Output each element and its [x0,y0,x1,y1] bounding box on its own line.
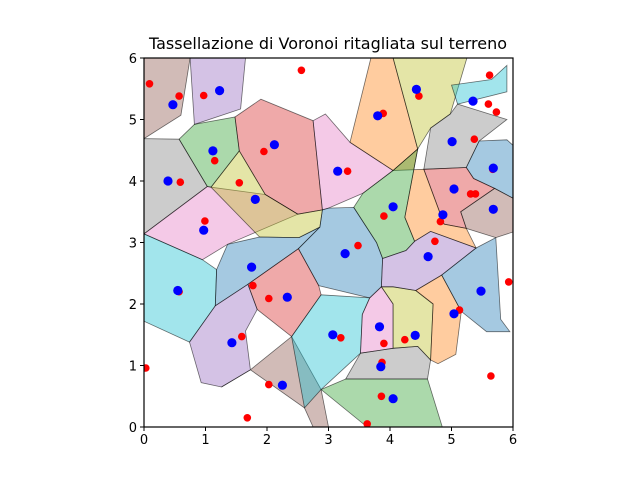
y-axis: 0 1 2 3 4 5 6 [129,52,144,436]
generator-point-9 [247,262,257,272]
generator-point-24 [468,96,478,106]
generator-point-1 [168,100,178,110]
y-tick-label: 4 [129,175,137,190]
generator-point-3 [208,146,218,156]
voronoi-regions [144,58,513,427]
x-axis: 0 1 2 3 4 5 6 [140,427,517,448]
generator-point-10 [282,292,292,302]
scatter-points [144,66,513,427]
terrain-point-6 [260,147,268,156]
generator-point-6 [250,194,260,204]
terrain-point-12 [265,294,273,303]
terrain-point-38 [363,420,371,427]
voronoi-region-1 [144,58,191,140]
generator-point-14 [340,249,350,259]
voronoi-region-31 [441,236,511,333]
y-tick-label: 1 [129,360,137,375]
terrain-point-11 [249,281,257,290]
generator-point-5 [163,176,173,186]
terrain-point-37 [243,414,252,422]
terrain-point-7 [176,178,185,186]
generator-point-18 [388,202,398,212]
generator-point-26 [449,184,459,194]
generator-point-2 [215,86,225,96]
terrain-point-32 [504,278,513,286]
x-tick-label: 2 [263,433,271,448]
y-tick-label: 6 [129,52,137,67]
generator-point-20 [410,330,420,340]
y-tick-label: 5 [129,114,137,129]
terrain-point-34 [265,380,273,389]
terrain-point-1 [145,80,154,88]
terrain-point-36 [487,372,495,380]
generator-point-17 [328,330,338,340]
terrain-point-18 [337,334,345,342]
terrain-point-14 [354,241,362,250]
x-tick-label: 3 [324,433,332,448]
terrain-point-19 [431,237,439,246]
generator-point-16 [411,84,421,94]
generator-point-4 [269,140,279,150]
x-tick-label: 1 [201,433,209,448]
generator-point-28 [423,252,433,262]
generator-point-29 [488,204,498,214]
terrain-point-39 [144,364,150,372]
terrain-point-4 [297,66,306,75]
generator-point-22 [388,394,398,404]
generator-point-19 [374,322,385,332]
terrain-point-24 [484,100,493,108]
terrain-point-35 [377,392,386,401]
y-tick-label: 2 [129,298,137,313]
generator-point-25 [488,163,498,173]
generator-point-11 [227,338,237,348]
terrain-point-25 [485,71,494,79]
chart-title: Tassellazione di Voronoi ritagliata sul … [148,34,507,53]
voronoi-region-28 [320,378,443,427]
x-tick-label: 4 [386,433,394,448]
generator-point-23 [447,137,457,147]
terrain-point-33 [238,332,246,341]
x-tick-label: 5 [447,433,455,448]
terrain-point-29 [380,339,388,348]
terrain-point-5 [210,156,219,165]
generator-point-21 [376,362,386,372]
generator-point-7 [199,225,209,235]
generator-point-27 [438,210,448,220]
terrain-point-20 [436,217,445,226]
terrain-point-2 [175,92,183,100]
generator-point-31 [449,309,459,319]
terrain-point-8 [235,179,244,187]
terrain-point-9 [201,217,209,225]
terrain-point-21 [470,135,479,143]
x-tick-label: 0 [140,433,148,448]
generator-point-12 [277,380,287,390]
terrain-point-23 [471,190,480,198]
generator-point-15 [373,111,383,121]
y-tick-label: 0 [129,421,137,436]
generator-point-13 [333,166,343,176]
terrain-point-3 [199,91,208,100]
terrain-point-17 [380,212,388,220]
generator-point-30 [476,286,486,296]
terrain-point-13 [343,167,352,175]
terrain-point-16 [415,92,423,100]
generator-point-8 [173,285,183,296]
voronoi-region-22 [189,283,258,388]
voronoi-region-9 [450,64,508,105]
terrain-point-26 [492,108,501,116]
y-tick-label: 3 [129,237,137,252]
terrain-point-28 [401,335,409,344]
x-tick-label: 6 [509,433,517,448]
